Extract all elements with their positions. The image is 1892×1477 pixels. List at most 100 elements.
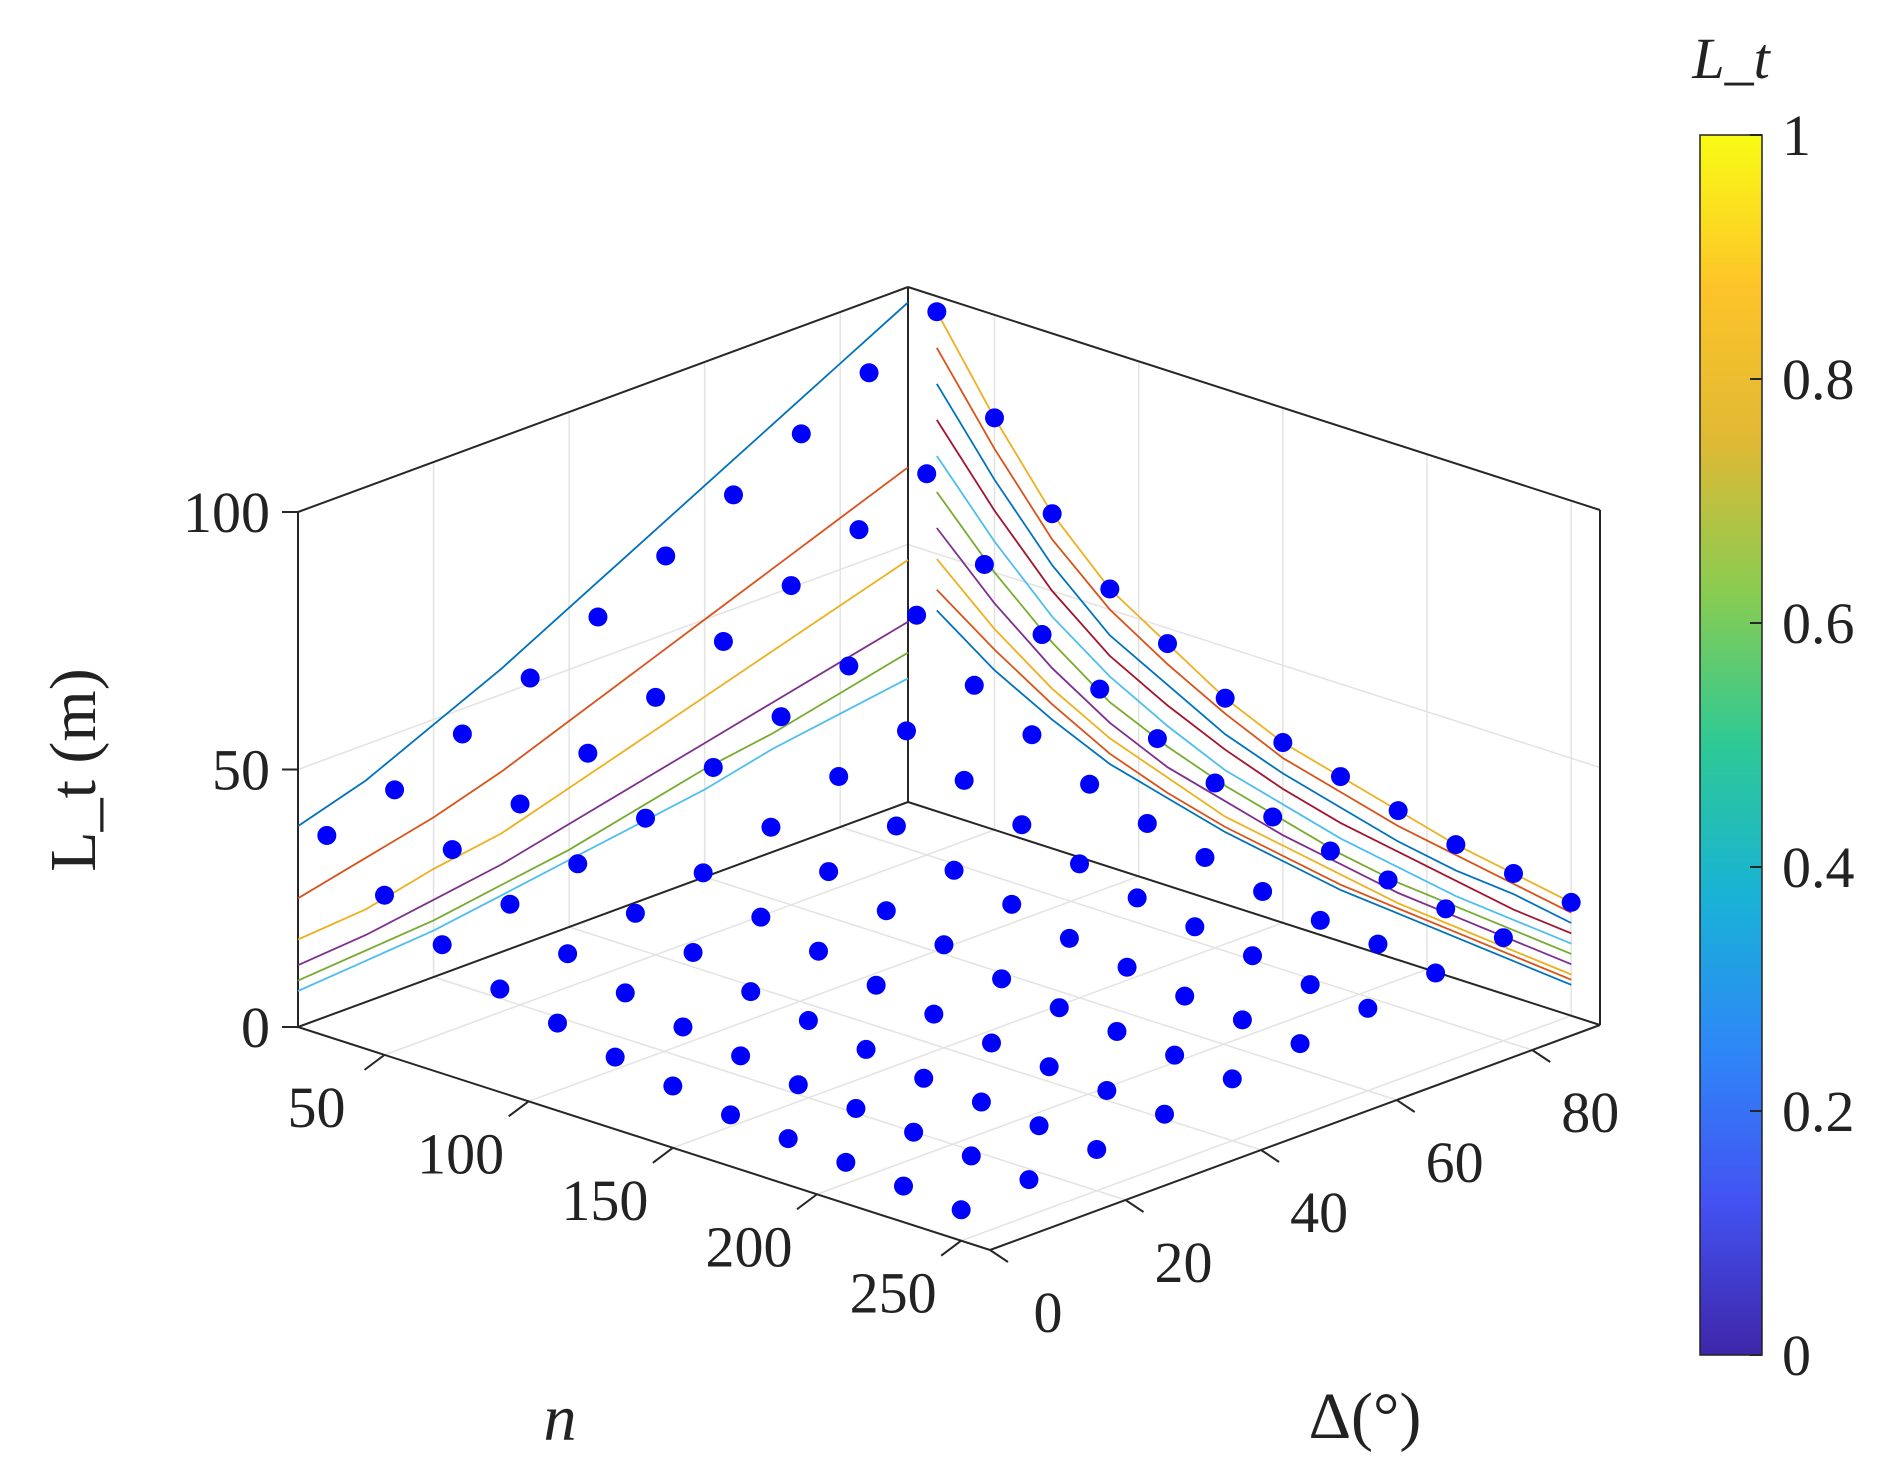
scatter-point — [778, 1129, 798, 1149]
scatter-point — [1290, 1034, 1310, 1054]
scatter-point — [819, 862, 839, 882]
z-tick-label: 50 — [212, 738, 270, 803]
scatter-point — [982, 1033, 1001, 1053]
scatter-point — [1273, 733, 1293, 753]
grid-line-floor-n — [816, 968, 1428, 1195]
scatter-point — [1042, 504, 1062, 524]
projected-line-vs-delta — [297, 301, 909, 827]
scatter-point — [1097, 1080, 1117, 1100]
scatter-point — [1070, 854, 1089, 874]
scatter-point — [578, 743, 598, 763]
scatter-point — [1436, 899, 1456, 919]
scatter-point — [741, 982, 761, 1002]
scatter-point — [721, 1105, 740, 1125]
scatter-point — [703, 757, 723, 777]
scatter-point — [751, 907, 771, 927]
scatter-point — [781, 576, 801, 596]
x-tick-label: 100 — [417, 1121, 504, 1186]
scatter-point — [809, 941, 828, 961]
tick-labels: 50 100 150 200 250 0 20 40 60 80 0 50 100 — [183, 480, 1619, 1345]
scatter-point — [1032, 625, 1052, 645]
scatter-point — [1388, 801, 1408, 821]
scatter-point — [500, 894, 520, 914]
grid-line-floor-n — [672, 922, 1284, 1149]
axes-box-edge — [297, 801, 909, 1028]
scatter-point — [954, 770, 974, 790]
scatter-point — [1446, 835, 1466, 855]
colorbar-tick-label: 0.8 — [1782, 347, 1855, 412]
scatter-point — [568, 854, 588, 874]
scatter-point — [605, 1047, 625, 1067]
scatter-point — [1493, 928, 1513, 948]
scatter-point — [788, 1075, 808, 1095]
z-axis-label: L_t (m) — [37, 668, 110, 871]
scatter-point — [663, 1076, 683, 1096]
scatter-point — [683, 942, 703, 962]
scatter-point — [656, 546, 676, 566]
colorbar-tick-label: 0.6 — [1782, 591, 1855, 656]
projected-line-vs-n — [936, 558, 1572, 976]
scatter-point — [944, 860, 964, 880]
projected-line-vs-n — [936, 455, 1572, 945]
grid-line-wall-z2 — [907, 543, 1601, 769]
scatter-point — [917, 464, 937, 484]
scatter-point — [1019, 1170, 1039, 1190]
scatter-point — [904, 1122, 924, 1142]
scatter-point — [1155, 1104, 1174, 1124]
colorbar-tick-label: 0.4 — [1782, 835, 1855, 900]
scatter-point — [1426, 963, 1446, 983]
scatter-point — [1195, 847, 1215, 867]
scatter-point — [1205, 773, 1225, 793]
scatter-point — [971, 1092, 991, 1112]
scatter-point — [856, 1039, 876, 1059]
scatter-point — [927, 302, 947, 322]
scatter-point — [558, 944, 578, 964]
scatter-point — [974, 554, 994, 574]
projected-line-vs-n — [936, 311, 1572, 904]
y-tick — [989, 1249, 1009, 1263]
scatter-point — [1215, 688, 1235, 708]
grid-line-floor-delta — [568, 926, 1262, 1151]
scatter-point — [894, 1176, 913, 1196]
projected-line-vs-delta — [297, 621, 909, 967]
y-tick-label: 40 — [1290, 1180, 1348, 1245]
projected-line-vs-delta — [297, 559, 909, 941]
scatter-point — [791, 424, 811, 444]
scatter-point — [548, 1013, 567, 1033]
scatter-point — [1185, 917, 1205, 937]
scatter-point — [625, 903, 645, 923]
scatter-point — [1253, 882, 1273, 902]
scatter-point — [846, 1098, 866, 1118]
x-tick-label: 150 — [561, 1168, 648, 1233]
scatter-point — [1300, 975, 1320, 995]
scatter-point — [1039, 1057, 1059, 1077]
scatter-point — [1012, 815, 1032, 835]
scatter-point — [1137, 813, 1157, 833]
axes-box-edge — [907, 801, 1601, 1026]
scatter-point — [1232, 1010, 1252, 1030]
scatter-point — [1165, 1045, 1185, 1065]
y-axis-label: Δ(°) — [1309, 1380, 1422, 1453]
scatter-point — [1358, 998, 1378, 1018]
scatter-point — [1222, 1069, 1242, 1089]
x-tick — [363, 1054, 386, 1071]
x-tick-label: 250 — [850, 1261, 937, 1326]
scatter-point — [1087, 1140, 1107, 1160]
x-tick — [508, 1100, 530, 1118]
scatter-point — [1080, 774, 1100, 794]
scatter-point — [1117, 957, 1137, 977]
scatter-point — [385, 780, 405, 800]
scatter-point — [849, 520, 869, 540]
scatter-points — [317, 302, 1581, 1220]
scatter-point — [713, 631, 733, 651]
x-tick-label: 50 — [288, 1075, 346, 1140]
axis-ticks — [282, 511, 1551, 1263]
y-tick — [1396, 1099, 1416, 1113]
scatter-point — [1090, 679, 1110, 699]
scatter-point — [1378, 870, 1398, 890]
projected-line-vs-n — [936, 527, 1572, 966]
scatter-point — [1368, 934, 1388, 954]
x-axis-label: n — [544, 1382, 577, 1455]
scatter-point — [375, 885, 394, 905]
